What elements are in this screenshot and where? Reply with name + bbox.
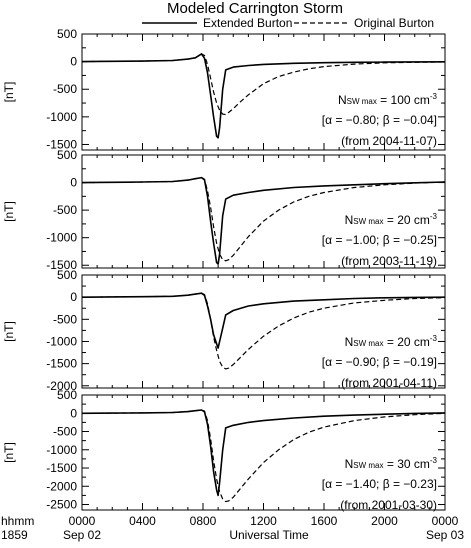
annotation-nsw: NSW max = 20 cm-3 xyxy=(345,212,438,227)
annotation-source: (from 2003-11-19) xyxy=(341,254,437,268)
annotation-sub: SW max xyxy=(353,217,383,226)
y-tick-label: -2000 xyxy=(46,479,77,493)
y-tick-label: 0 xyxy=(70,55,77,69)
y-tick-label: -1500 xyxy=(46,461,77,475)
y-tick-label: 0 xyxy=(70,176,77,190)
annotation-nsw: NSW max = 30 cm-3 xyxy=(345,456,438,471)
y-tick-label: -1500 xyxy=(46,258,77,272)
y-tick-label: -1500 xyxy=(46,357,77,371)
x-date-label: Sep 02 xyxy=(63,528,101,542)
y-tick-label: 0 xyxy=(70,406,77,420)
annotation-source: (from 2001-04-11) xyxy=(341,376,437,390)
annotation-value: = 30 cm xyxy=(384,457,430,471)
annotation-sub: SW max xyxy=(347,97,377,106)
xaxis-corner-bottom: 1859 xyxy=(1,528,28,542)
annotation-sup: -3 xyxy=(430,334,438,343)
y-tick-label: -1000 xyxy=(46,110,77,124)
annotation-value: = 100 cm xyxy=(377,93,430,107)
x-date-label: Sep 03 xyxy=(426,528,464,542)
annotation-sup: -3 xyxy=(430,456,438,465)
xaxis-label: Universal Time xyxy=(229,528,309,542)
y-tick-label: -1500 xyxy=(46,137,77,151)
annotation-value: = 20 cm xyxy=(384,335,430,349)
y-tick-label: 500 xyxy=(57,388,77,402)
annotation-params: [α = −1.00; β = −0.25] xyxy=(322,233,437,247)
y-axis-label: [nT] xyxy=(2,321,16,342)
panel-3: 500 0 -500 -1000 -1500 -2000 [nT] NSW max = 20 … xyxy=(2,268,446,393)
original-burton-line xyxy=(81,53,446,116)
legend-solid-label: Extended Burton xyxy=(203,16,292,30)
x-tick-label: 1200 xyxy=(250,514,277,528)
plot-frame xyxy=(81,33,446,151)
y-tick-label: -500 xyxy=(53,425,77,439)
annotation-sub: SW max xyxy=(353,339,383,348)
annotation-sup: -3 xyxy=(430,92,438,101)
x-tick-label: 1600 xyxy=(311,514,338,528)
annotation-value: = 20 cm xyxy=(384,213,430,227)
x-tick-label: 0000 xyxy=(432,514,459,528)
annotation-nsw: NSW max = 20 cm-3 xyxy=(345,334,438,349)
annotation-n: N xyxy=(345,213,354,227)
y-tick-label: -1000 xyxy=(46,231,77,245)
annotation-n: N xyxy=(338,93,347,107)
y-tick-label: -500 xyxy=(53,82,77,96)
legend-dashed-label: Original Burton xyxy=(354,16,434,30)
y-tick-label: -1000 xyxy=(46,443,77,457)
y-tick-label: 500 xyxy=(57,148,77,162)
y-tick-label: -2000 xyxy=(46,379,77,393)
annotation-sup: -3 xyxy=(430,212,438,221)
y-tick-label: 0 xyxy=(70,290,77,304)
original-burton-line xyxy=(81,177,446,262)
y-tick-label: -2500 xyxy=(46,498,77,512)
chart-title: Modeled Carrington Storm xyxy=(167,0,343,17)
annotation-source: (from 2001-03-30) xyxy=(340,498,437,512)
y-tick-label: -500 xyxy=(53,312,77,326)
plot-frame xyxy=(81,154,446,269)
y-axis-label: [nT] xyxy=(2,201,16,222)
annotation-params: [α = −1.40; β = −0.23] xyxy=(322,477,437,491)
y-tick-label: -1000 xyxy=(46,334,77,348)
annotation-sub: SW max xyxy=(353,461,383,470)
y-axis-label: [nT] xyxy=(2,442,16,463)
annotation-params: [α = −0.80; β = −0.04] xyxy=(322,113,437,127)
plot-frame xyxy=(81,274,446,389)
y-tick-label: 500 xyxy=(57,27,77,41)
x-tick-label: 0400 xyxy=(129,514,156,528)
x-tick-label: 0800 xyxy=(190,514,217,528)
y-tick-label: 500 xyxy=(57,268,77,282)
annotation-params: [α = −0.90; β = −0.19] xyxy=(322,355,437,369)
xaxis-corner-top: hhmm xyxy=(1,514,34,528)
y-axis-label: [nT] xyxy=(2,82,16,103)
panel-4: 500 0 -500 -1000 -1500 -2000 -2500 [nT] NSW max … xyxy=(2,388,446,512)
annotation-n: N xyxy=(345,457,354,471)
x-tick-label: 2000 xyxy=(371,514,398,528)
annotation-n: N xyxy=(345,335,354,349)
y-tick-label: -500 xyxy=(53,203,77,217)
panel-1: 500 0 -500 -1000 -1500 [nT] NSW max = 100 cm-3… xyxy=(2,27,446,151)
panel-2: 500 0 -500 -1000 -1500 [nT] NSW max = 20 cm-3 [… xyxy=(2,148,446,272)
annotation-source: (from 2004-11-07) xyxy=(341,134,437,148)
annotation-nsw: NSW max = 100 cm-3 xyxy=(338,92,438,107)
x-tick-label: 0000 xyxy=(69,514,96,528)
